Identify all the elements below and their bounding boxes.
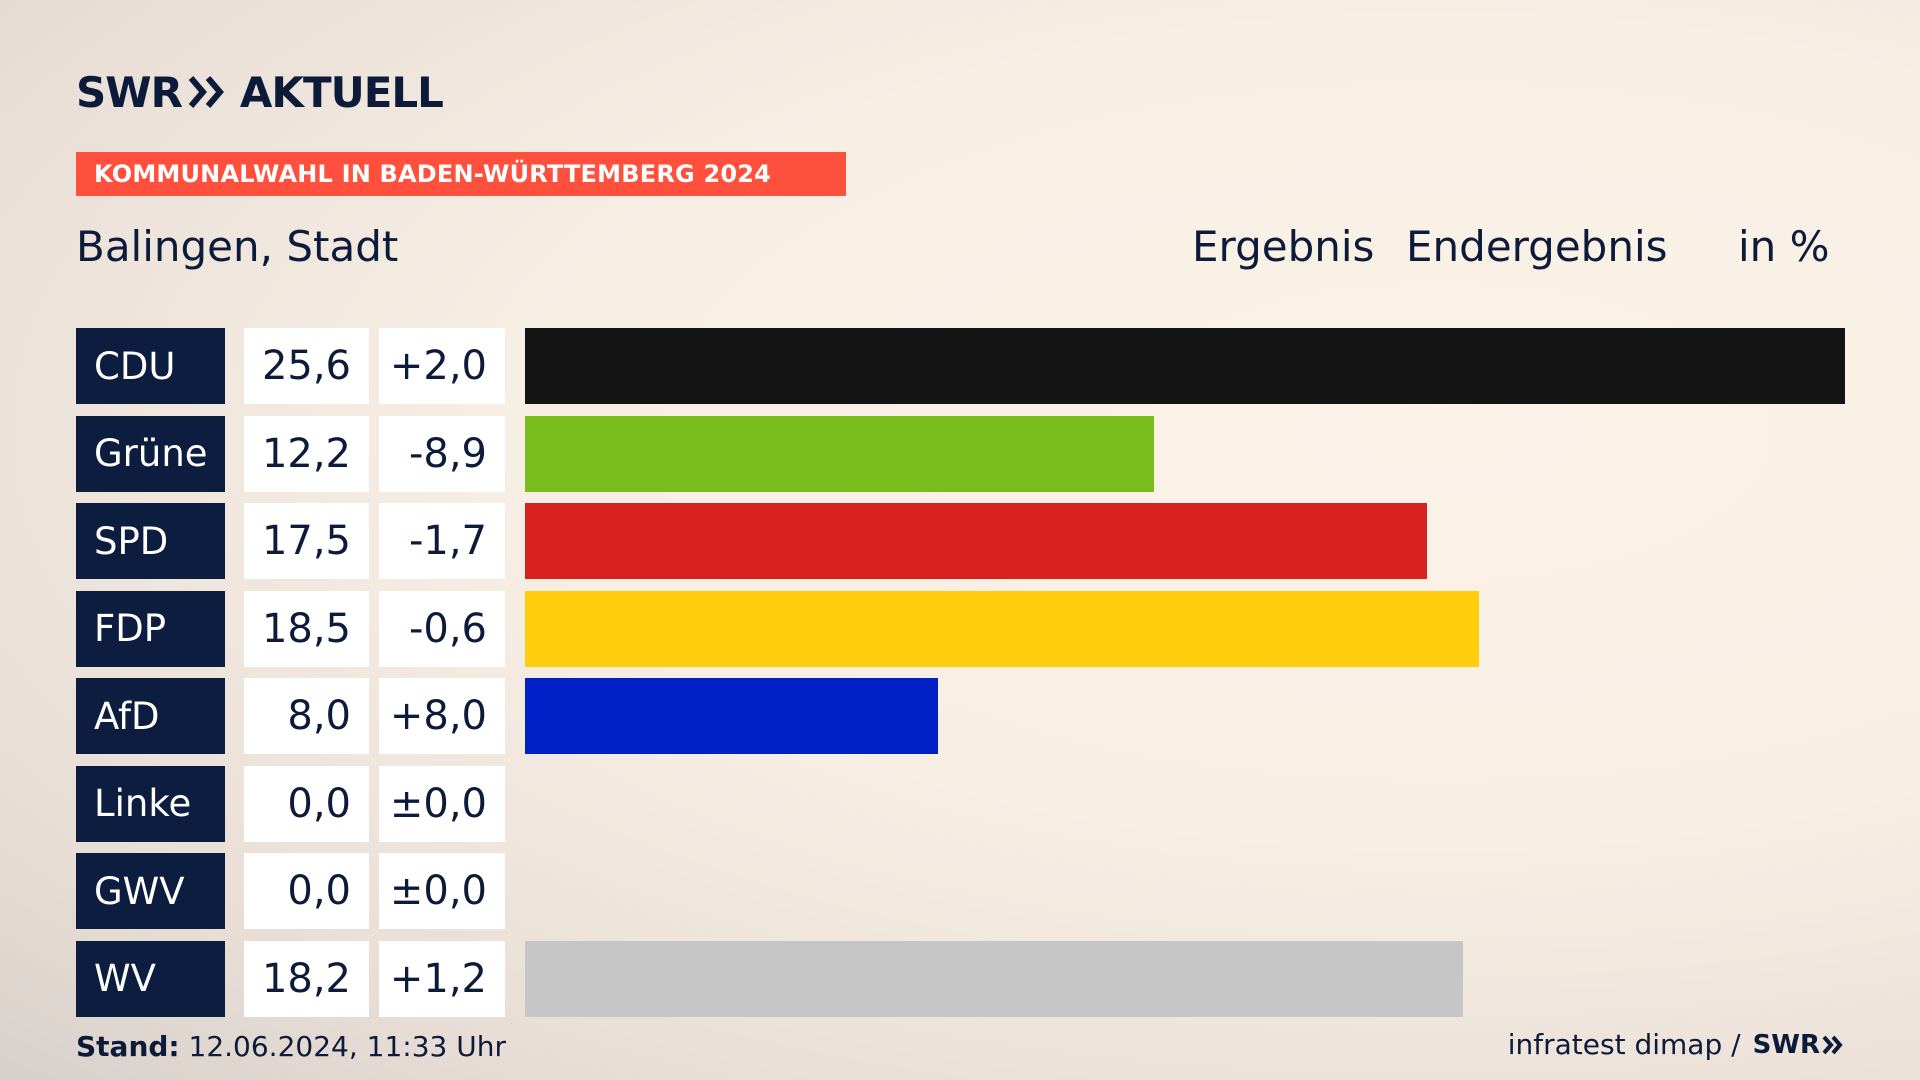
logo-brand: SWR (76, 67, 183, 117)
result-row: FDP 18,5 -0,6 (76, 590, 1846, 667)
party-label: SPD (76, 503, 225, 579)
result-change: ±0,0 (379, 853, 505, 929)
logo-name: AKTUELL (239, 67, 444, 117)
party-label: Linke (76, 765, 225, 842)
result-row: Linke 0,0 ±0,0 (76, 765, 1846, 842)
column-heading-unit: in % (1738, 222, 1830, 271)
result-bar (525, 940, 1464, 1017)
result-row: SPD 17,5 -1,7 (76, 503, 1846, 579)
result-change: ±0,0 (379, 765, 505, 842)
party-label: AfD (76, 678, 225, 754)
party-label: FDP (76, 590, 225, 667)
result-row: Grüne 12,2 -8,9 (76, 415, 1846, 492)
result-value: 18,5 (244, 590, 369, 667)
result-bar (525, 328, 1845, 404)
result-bar (525, 678, 938, 754)
result-value: 18,2 (244, 940, 369, 1017)
result-bar (525, 503, 1428, 579)
stand-label: Stand: (76, 1030, 180, 1063)
result-value: 8,0 (244, 678, 369, 754)
party-label: GWV (76, 853, 225, 929)
result-row: AfD 8,0 +8,0 (76, 678, 1846, 754)
column-heading-ergebnis: Ergebnis (1192, 222, 1375, 271)
party-label: CDU (76, 328, 225, 404)
result-row: WV 18,2 +1,2 (76, 940, 1846, 1017)
result-bar (525, 590, 1479, 667)
source-credit: infratest dimap / SWR (1508, 1028, 1844, 1061)
stand-value: 12.06.2024, 11:33 Uhr (179, 1030, 506, 1063)
result-change: +8,0 (379, 678, 505, 754)
swr-small-logo: SWR (1753, 1030, 1844, 1060)
result-row: GWV 0,0 ±0,0 (76, 853, 1846, 929)
result-value: 17,5 (244, 503, 369, 579)
party-label: Grüne (76, 415, 225, 492)
column-heading-endergebnis: Endergebnis (1406, 222, 1668, 271)
result-row: CDU 25,6 +2,0 (76, 328, 1846, 404)
location-title: Balingen, Stadt (76, 222, 399, 271)
small-logo-text: SWR (1752, 1029, 1820, 1060)
small-double-chevron-icon (1822, 1035, 1843, 1054)
double-chevron-icon (188, 76, 224, 108)
result-change: +2,0 (379, 328, 505, 404)
swr-aktuell-logo: SWR AKTUELL (76, 67, 444, 117)
election-banner: KOMMUNALWAHL IN BADEN-WÜRTTEMBERG 2024 (76, 152, 846, 196)
result-value: 12,2 (244, 415, 369, 492)
result-value: 0,0 (244, 853, 369, 929)
result-value: 25,6 (244, 328, 369, 404)
result-change: +1,2 (379, 940, 505, 1017)
timestamp: Stand: 12.06.2024, 11:33 Uhr (76, 1030, 506, 1063)
party-label: WV (76, 940, 225, 1017)
result-change: -0,6 (379, 590, 505, 667)
source-text: infratest dimap / (1507, 1028, 1741, 1061)
result-change: -1,7 (379, 503, 505, 579)
result-bar (525, 415, 1155, 492)
result-value: 0,0 (244, 765, 369, 842)
result-change: -8,9 (379, 415, 505, 492)
